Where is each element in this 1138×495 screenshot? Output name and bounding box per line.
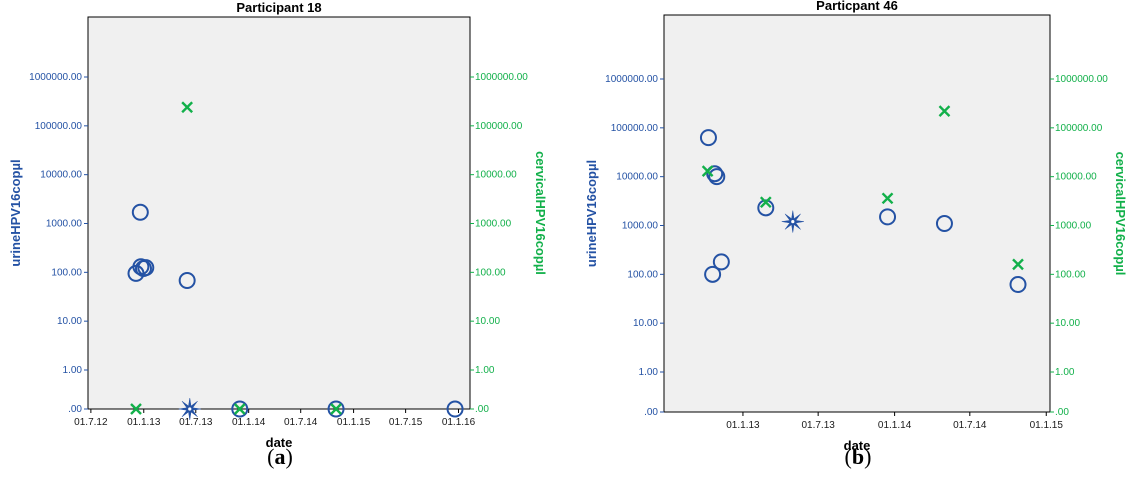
urine-circle-marker bbox=[712, 253, 730, 271]
y-tick-label-left: 1.00 bbox=[639, 367, 659, 378]
cervical-cross-marker bbox=[701, 165, 714, 177]
urine-circle-marker bbox=[935, 214, 953, 232]
y-tick-label-right: 10000.00 bbox=[1055, 172, 1097, 183]
chart-panel-b: Particpant 46 .00 1.00 10.00 100.00 1000.00 10… bbox=[578, 0, 1138, 495]
caption-letter-a: a bbox=[274, 444, 286, 469]
caption-letter-b: b bbox=[851, 444, 865, 469]
plot-area bbox=[87, 16, 471, 410]
caption-b: (b) bbox=[844, 444, 872, 469]
cervical-cross-marker bbox=[181, 101, 194, 114]
y-tick-label-right: 1000000.00 bbox=[475, 72, 528, 83]
y-tick-label-left: .00 bbox=[68, 404, 82, 415]
y-tick-label-right: 10.00 bbox=[1055, 318, 1080, 329]
y-tick-label-left: 10.00 bbox=[633, 318, 658, 329]
urine-circle-marker bbox=[131, 203, 149, 221]
x-tick-label: 01.1.16 bbox=[442, 417, 476, 428]
x-tick-label: 01.1.14 bbox=[878, 420, 912, 431]
y-tick-label-left: 1.00 bbox=[63, 365, 83, 376]
urine-circle-marker bbox=[327, 400, 345, 418]
y-tick-label-right: 10000.00 bbox=[475, 170, 517, 181]
chart-panel-a: Participant 18 .00 1.00 10.00 100.00 1000.00 1… bbox=[0, 0, 560, 495]
cervical-cross-marker bbox=[759, 196, 772, 209]
urine-circle-marker bbox=[1009, 275, 1027, 293]
y-tick-label-right: 10.00 bbox=[475, 316, 500, 327]
urine-circle-marker bbox=[706, 165, 724, 183]
x-tick-label: 01.1.15 bbox=[1030, 420, 1064, 431]
y-tick-label-left: 100000.00 bbox=[35, 121, 83, 132]
y-tick-label-left: 1000000.00 bbox=[605, 74, 658, 85]
urine-circle-marker bbox=[757, 199, 775, 217]
x-axis-label: date bbox=[844, 438, 871, 453]
y-tick-label-right: 1000.00 bbox=[1055, 221, 1092, 232]
y-tick-label-right: 100000.00 bbox=[1055, 123, 1103, 134]
urine-circle-marker bbox=[178, 272, 196, 290]
y-tick-label-right: 1.00 bbox=[1055, 367, 1075, 378]
x-tick-label: 01.1.13 bbox=[726, 420, 760, 431]
y-tick-label-left: 100.00 bbox=[627, 269, 658, 280]
y-tick-label-left: .00 bbox=[644, 407, 658, 418]
y-tick-label-left: 10000.00 bbox=[40, 170, 82, 181]
cervical-cross-marker bbox=[330, 403, 342, 415]
x-tick-label: 01.7.15 bbox=[389, 417, 423, 428]
y-tick-label-right: 1000.00 bbox=[475, 219, 512, 230]
urine-circle-marker bbox=[137, 259, 155, 277]
y-tick-label-right: 1.00 bbox=[475, 365, 495, 376]
y-tick-label-right: 100.00 bbox=[475, 267, 506, 278]
x-tick-label: 01.1.13 bbox=[127, 417, 161, 428]
x-tick-label: 01.7.14 bbox=[284, 417, 318, 428]
y-tick-label-left: 1000.00 bbox=[622, 221, 659, 232]
urine-circle-marker bbox=[879, 208, 897, 226]
cervical-cross-marker bbox=[881, 192, 894, 205]
y-tick-label-left: 10.00 bbox=[57, 316, 82, 327]
cervical-cross-marker bbox=[938, 105, 951, 117]
x-tick-label: 01.1.15 bbox=[337, 417, 371, 428]
cervical-cross-marker bbox=[130, 403, 142, 415]
y-tick-label-right: 1000000.00 bbox=[1055, 74, 1108, 85]
y-tick-label-left: 1000.00 bbox=[46, 219, 83, 230]
chart-title: Particpant 46 bbox=[816, 0, 898, 13]
caption-a: (a) bbox=[267, 444, 293, 469]
x-tick-label: 01.7.13 bbox=[801, 420, 835, 431]
y-axis-label-left: urineHPV16copµl bbox=[8, 159, 23, 266]
y-tick-label-left: 100000.00 bbox=[611, 123, 659, 134]
y-tick-label-right: .00 bbox=[1055, 407, 1069, 418]
y-tick-label-right: .00 bbox=[475, 404, 489, 415]
overlap-star-center bbox=[188, 407, 192, 411]
cervical-cross-marker bbox=[233, 403, 246, 415]
urine-circle-marker bbox=[699, 129, 717, 147]
urine-circle-marker bbox=[231, 400, 249, 418]
y-axis-label-right: cervicalHPV16copµl bbox=[533, 151, 548, 275]
scatter-chart-b: Particpant 46 .00 1.00 10.00 100.00 1000.00 10… bbox=[584, 0, 1128, 453]
cervical-cross-marker bbox=[1012, 258, 1024, 271]
urine-circle-marker bbox=[708, 168, 726, 186]
overlap-star-center bbox=[791, 220, 795, 224]
urine-circle-marker bbox=[446, 400, 464, 418]
chart-title: Participant 18 bbox=[236, 0, 321, 15]
y-tick-label-left: 10000.00 bbox=[616, 172, 658, 183]
x-tick-label: 01.1.14 bbox=[232, 417, 266, 428]
scatter-chart-a: Participant 18 .00 1.00 10.00 100.00 1000.00 1… bbox=[8, 0, 548, 450]
x-tick-label: 01.7.14 bbox=[953, 420, 987, 431]
x-tick-label: 01.7.12 bbox=[74, 417, 108, 428]
y-tick-label-left: 1000000.00 bbox=[29, 72, 82, 83]
x-axis-label: date bbox=[266, 435, 293, 450]
urine-circle-marker bbox=[704, 265, 722, 283]
y-axis-label-left: urineHPV16copµl bbox=[584, 160, 599, 267]
plot-area bbox=[663, 14, 1051, 413]
y-tick-label-right: 100000.00 bbox=[475, 121, 523, 132]
x-tick-label: 01.7.13 bbox=[179, 417, 213, 428]
y-tick-label-right: 100.00 bbox=[1055, 269, 1086, 280]
y-tick-label-left: 100.00 bbox=[51, 267, 82, 278]
y-axis-label-right: cervicalHPV16copµl bbox=[1113, 152, 1128, 276]
